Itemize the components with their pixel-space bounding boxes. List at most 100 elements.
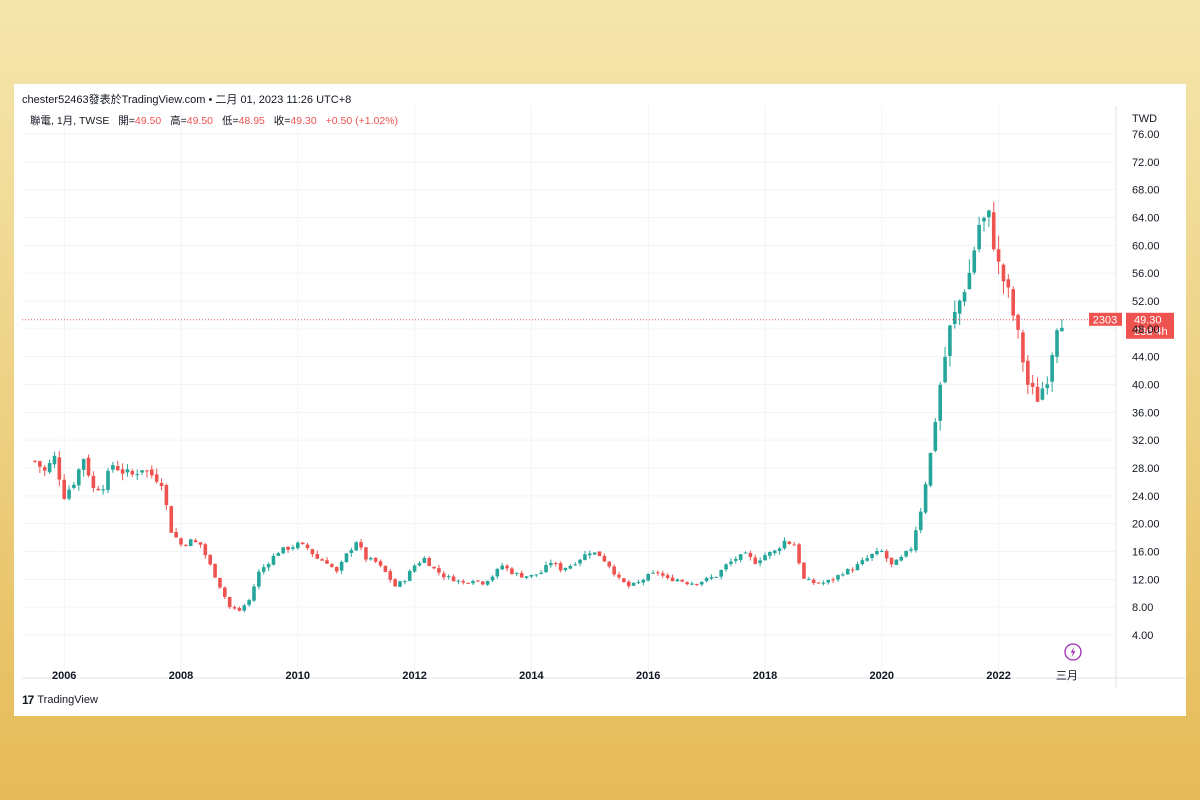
candle-body xyxy=(198,542,203,545)
price-tick-label: 76.00 xyxy=(1132,129,1160,141)
tradingview-logo[interactable]: 17 TradingView xyxy=(22,693,98,707)
candle-body xyxy=(957,300,962,314)
candle-body xyxy=(96,488,101,491)
candle-body xyxy=(169,506,174,533)
candle xyxy=(296,541,300,550)
candle xyxy=(602,553,607,562)
candle-body xyxy=(437,568,441,573)
candle xyxy=(91,471,96,493)
candle-body xyxy=(758,560,762,564)
currency-label: TWD xyxy=(1132,113,1157,125)
candle-body xyxy=(914,530,918,551)
legend-high-value: 49.50 xyxy=(187,115,213,127)
candle xyxy=(334,566,339,574)
candle-body xyxy=(617,574,621,578)
candle xyxy=(106,467,110,494)
candle xyxy=(889,557,894,568)
candle xyxy=(393,578,397,587)
candle xyxy=(227,596,232,609)
candle-body xyxy=(515,572,519,574)
candle-body xyxy=(130,470,135,475)
candle-body xyxy=(42,467,47,471)
candle xyxy=(909,546,913,553)
time-tick-label: 2016 xyxy=(636,670,660,682)
candle xyxy=(208,554,212,566)
candle xyxy=(52,451,57,468)
candle-body xyxy=(325,560,329,564)
candle xyxy=(437,564,441,576)
candle xyxy=(549,559,553,568)
candle-body xyxy=(719,570,723,577)
candle-body xyxy=(782,540,787,549)
candle xyxy=(169,505,174,533)
candle xyxy=(787,541,792,545)
tradingview-brand: TradingView xyxy=(37,694,98,706)
candle xyxy=(466,582,470,584)
candle xyxy=(850,567,855,573)
candlestick-chart[interactable]: 聯電, 1月, TWSE 開=49.50 高=49.50 低=48.95 收=4… xyxy=(14,84,1186,716)
candle-body xyxy=(339,561,344,571)
candle-body xyxy=(213,563,217,578)
candle xyxy=(510,567,514,575)
candle xyxy=(412,563,417,573)
candle-body xyxy=(227,596,232,608)
candle xyxy=(539,570,543,575)
candle-body xyxy=(641,579,646,583)
candle xyxy=(96,486,101,491)
candle-body xyxy=(729,561,733,564)
candle-body xyxy=(1016,314,1020,330)
candle-body xyxy=(257,571,261,587)
candle-body xyxy=(305,544,310,549)
candle-body xyxy=(534,574,539,576)
legend-low-value: 48.95 xyxy=(239,115,265,127)
candle-body xyxy=(291,547,295,549)
candle xyxy=(515,572,519,577)
candle-body xyxy=(539,572,543,575)
candle-body xyxy=(407,571,412,581)
price-axis[interactable]: 4.00 8.00 12.00 16.00 20.00 24.00 28.00 32.00 36… xyxy=(1132,129,1160,642)
price-tick-label: 40.00 xyxy=(1132,380,1160,392)
candle-body xyxy=(928,452,933,486)
candle xyxy=(743,551,748,554)
time-tick-label: 2010 xyxy=(286,670,310,682)
candle xyxy=(544,561,548,573)
candle xyxy=(948,324,952,367)
candle-body xyxy=(135,474,139,476)
candle xyxy=(145,469,149,478)
candle-body xyxy=(218,577,222,588)
time-axis[interactable]: 2006 2008 2010 2012 2014 2016 2018 2020 2022 三月 xyxy=(52,670,1078,682)
candle xyxy=(446,574,451,580)
candle xyxy=(1060,319,1064,332)
candle xyxy=(81,458,86,477)
candle-body xyxy=(738,554,743,560)
candle-body xyxy=(266,564,271,568)
candle-body xyxy=(972,250,977,273)
candle xyxy=(670,574,675,582)
candle xyxy=(831,577,835,584)
candle xyxy=(845,568,850,575)
candle xyxy=(476,580,480,583)
candle-body xyxy=(466,582,470,584)
candle-body xyxy=(310,549,315,555)
candle-body xyxy=(826,579,831,583)
candle xyxy=(894,559,899,565)
lightning-icon[interactable] xyxy=(1064,643,1082,661)
candle xyxy=(953,300,957,329)
candle-body xyxy=(1060,327,1064,332)
legend-high-label: 高= xyxy=(170,114,187,127)
candle xyxy=(763,552,767,561)
candle xyxy=(1035,377,1040,402)
candle xyxy=(1001,263,1006,295)
candle-body xyxy=(330,564,334,567)
candle xyxy=(485,580,490,586)
candle-body xyxy=(845,569,850,575)
candle-body xyxy=(943,356,947,383)
candle xyxy=(982,216,986,232)
candle xyxy=(534,574,539,578)
ticker-label: 2303 xyxy=(1093,314,1117,326)
candle-body xyxy=(821,582,826,584)
candle xyxy=(967,259,972,290)
candle xyxy=(631,582,636,587)
candle-body xyxy=(631,582,636,586)
candle xyxy=(938,382,942,431)
